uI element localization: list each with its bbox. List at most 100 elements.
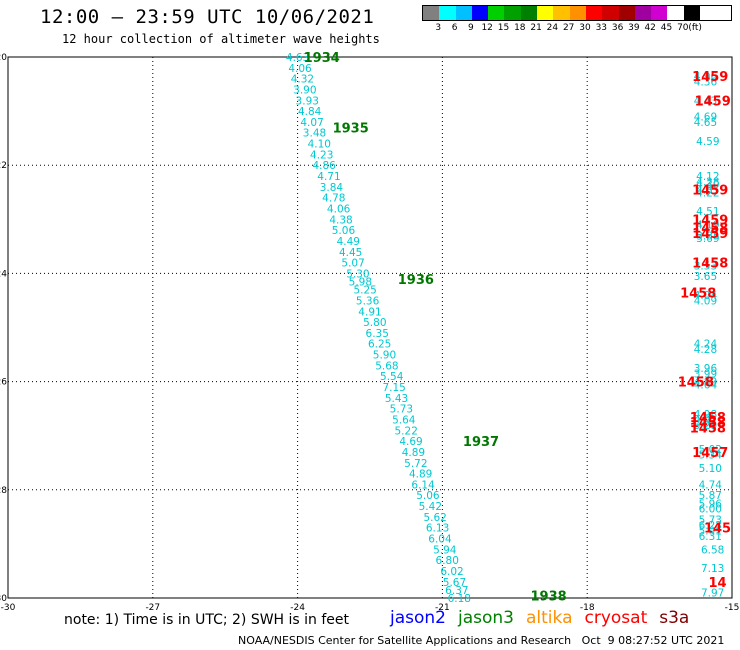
wave-height-value: 3.96 (694, 363, 718, 375)
wave-height-value: 4.64 (694, 379, 718, 391)
legend-swatch (423, 6, 440, 20)
wave-height-value: 4.84 (298, 106, 322, 118)
legend-swatch (569, 6, 586, 20)
pass-time-label: 1459 (695, 94, 731, 109)
satellite-name: altika (526, 608, 573, 628)
wave-height-value: 4.35 (696, 185, 719, 197)
wave-height-value: 4.38 (329, 214, 352, 226)
legend-label: 24 (546, 23, 559, 33)
wave-height-value: 4.51 (696, 206, 719, 218)
wave-height-value: 5.68 (375, 360, 398, 372)
legend-label: 30 (579, 23, 591, 33)
legend-swatch (651, 6, 668, 20)
wave-height-value: 4.10 (308, 139, 331, 151)
wave-height-value: 4.06 (288, 63, 312, 75)
legend-swatch (455, 6, 472, 20)
wave-height-value: 3.85 (696, 231, 719, 243)
wave-height-value: 4.91 (358, 306, 381, 318)
page-subtitle: 12 hour collection of altimeter wave hei… (62, 32, 380, 46)
wave-height-value: 5.62 (423, 512, 446, 524)
wave-height-value: 6.13 (426, 523, 449, 535)
legend-label: 9 (468, 23, 474, 33)
legend-label: 33 (595, 23, 608, 33)
wave-height-value: 3.99 (694, 368, 717, 380)
wave-height-value: 3.69 (696, 233, 719, 245)
wave-height-value: 5.94 (433, 544, 457, 556)
wave-height-value: 4.45 (339, 247, 362, 259)
lat-tick-label: -30 (0, 594, 7, 604)
wave-height-value: 5.02 (699, 444, 722, 456)
lon-tick-label: -18 (580, 603, 595, 613)
wave-height-value: 4.06 (327, 203, 351, 215)
legend-label: 15 (497, 23, 510, 33)
wave-height-value: 5.06 (416, 490, 440, 502)
wave-height-value: 3.48 (303, 128, 326, 140)
lat-tick-label: -20 (0, 53, 7, 63)
satellite-name: jason2 (390, 608, 446, 628)
wave-height-value: 4.86 (312, 160, 336, 172)
pass-time-label: 1458 (690, 422, 726, 437)
lon-tick-label: -27 (145, 603, 160, 613)
legend-label: 36 (611, 23, 624, 33)
wave-height-value: 4.71 (317, 171, 340, 183)
pass-time-label: 1459 (692, 213, 728, 228)
wave-height-value: 4.78 (322, 193, 345, 205)
wave-height-value: 5.73 (390, 404, 413, 416)
wave-height-value: 5.90 (373, 350, 396, 362)
legend-label: 18 (514, 23, 526, 33)
wave-height-value: 5.43 (385, 393, 408, 405)
wave-height-value: 5.96 (699, 498, 723, 510)
pass-time-label: 1459 (692, 184, 728, 199)
legend-label: 6 (451, 23, 458, 33)
wave-height-value: 4.63 (286, 52, 309, 64)
wave-height-value: 5.30 (346, 268, 369, 280)
wave-height-value: 6.37 (445, 585, 468, 597)
footer-credit: NOAA/NESDIS Center for Satellite Applica… (238, 634, 725, 647)
pass-time-label: 1458 (692, 221, 728, 236)
color-legend: 3 6 9 12 15 18 21 24 27 30 33 36 39 42 45 70 (ft) (422, 5, 732, 35)
wave-height-value: 4.43 (694, 95, 717, 107)
wave-height-value: 4.96 (694, 71, 718, 83)
wave-height-value: 5.64 (392, 414, 416, 426)
wave-height-value: 5.06 (332, 225, 356, 237)
legend-label: (ft) (688, 23, 702, 33)
wave-height-value: 6.25 (368, 339, 391, 351)
legend-swatch (504, 6, 521, 20)
legend-label: 12 (481, 23, 493, 33)
pass-time-label: 1936 (398, 273, 434, 288)
legend-label: 45 (660, 23, 673, 33)
wave-height-value: 4.28 (696, 176, 719, 188)
satellite-legend: jason2 jason3 altika cryosat s3a (390, 608, 701, 628)
legend-label: 42 (644, 23, 656, 33)
legend-label: 70 (677, 23, 689, 33)
wave-height-value: 5.98 (349, 277, 372, 289)
pass-time-label: 1458 (678, 376, 714, 391)
wave-height-value: 5.10 (699, 463, 722, 475)
legend-labels: 3 6 9 12 15 18 21 24 27 30 33 36 39 42 45 70 (ft) (422, 21, 732, 35)
legend-swatch (634, 6, 652, 20)
wave-height-value: 6.00 (699, 504, 722, 516)
wave-height-value: 4.59 (696, 136, 719, 148)
pass-time-label: 1934 (304, 51, 340, 66)
wave-height-value: 3.53 (694, 260, 717, 272)
satellite-name: cryosat (584, 608, 648, 628)
legend-swatch (618, 6, 635, 20)
satellite-name: jason3 (458, 608, 514, 628)
wave-height-value: 4.19 (696, 220, 719, 232)
pass-time-label: 145 (704, 522, 731, 537)
wave-height-value: 3.84 (320, 182, 344, 194)
legend-swatch (683, 6, 701, 20)
legend-label: 3 (435, 23, 442, 33)
wave-height-value: 6.31 (699, 531, 722, 543)
wave-height-value: 4.04 (694, 290, 718, 302)
map-frame (7, 56, 733, 599)
lon-tick-label: -21 (435, 603, 450, 613)
wave-height-value: 5.42 (419, 501, 442, 513)
wave-height-value: 4.07 (300, 117, 323, 129)
wave-height-value: 5.29 (694, 420, 717, 432)
pass-time-label: 1459 (692, 227, 728, 242)
wave-height-value: 5.73 (699, 515, 722, 527)
wave-height-value: 4.80 (694, 377, 717, 389)
wave-height-value: 5.87 (699, 490, 722, 502)
